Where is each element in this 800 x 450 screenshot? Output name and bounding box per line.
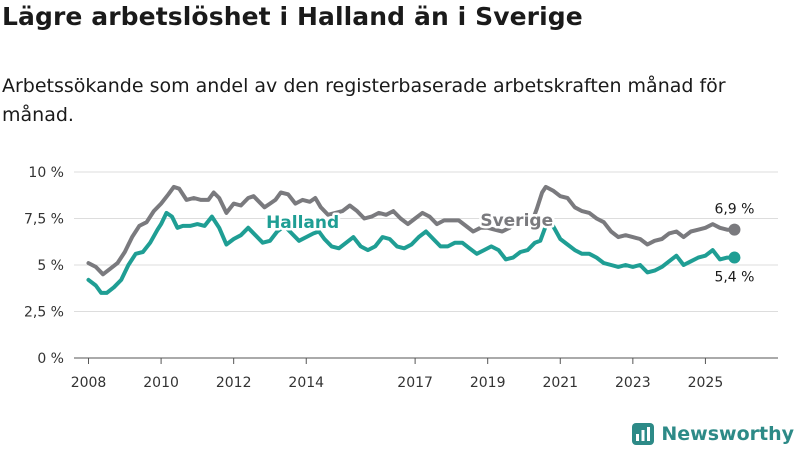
y-tick-label: 10 % bbox=[28, 165, 64, 181]
brand-name: Newsworthy bbox=[661, 423, 794, 445]
gridlines bbox=[74, 171, 778, 359]
end-marker-halland bbox=[728, 251, 741, 264]
newsworthy-logo-icon bbox=[632, 423, 655, 445]
series-annotation-sverige: Sverige bbox=[480, 211, 553, 231]
y-tick-label: 7,5 % bbox=[24, 212, 64, 228]
y-tick-label: 0 % bbox=[37, 351, 64, 367]
chart-labels: 6,9 % 5,4 % Halland Sverige bbox=[264, 202, 755, 286]
x-tick-label: 2021 bbox=[542, 375, 578, 391]
x-tick-label: 2019 bbox=[470, 375, 506, 391]
y-tick-label: 2,5 % bbox=[24, 305, 64, 321]
chart-subtitle: Arbetssökande som andel av den registerb… bbox=[2, 75, 726, 126]
axes: 0 % 2,5 % 5 % 7,5 % 10 % 2008 2010 2012 2014 2017… bbox=[24, 165, 723, 391]
x-tick-label: 2025 bbox=[688, 375, 724, 391]
x-tick-label: 2017 bbox=[397, 375, 433, 391]
x-tick-label: 2010 bbox=[143, 375, 179, 391]
series-lines bbox=[86, 184, 741, 295]
series-line-sverige bbox=[86, 184, 737, 277]
end-marker-sverige bbox=[728, 223, 741, 236]
x-tick-label: 2023 bbox=[615, 375, 651, 391]
x-tick-label: 2014 bbox=[288, 375, 324, 391]
y-tick-label: 5 % bbox=[37, 258, 64, 274]
end-value-label-halland: 5,4 % bbox=[714, 270, 754, 286]
series-annotation-halland: Halland bbox=[266, 213, 339, 233]
newsworthy-brand: Newsworthy bbox=[631, 422, 794, 446]
series-line-halland bbox=[86, 210, 737, 295]
x-tick-label: 2012 bbox=[216, 375, 252, 391]
end-value-label-sverige: 6,9 % bbox=[714, 202, 754, 218]
chart-title: Lägre arbetslöshet i Halland än i Sverig… bbox=[2, 2, 583, 31]
x-tick-label: 2008 bbox=[71, 375, 107, 391]
